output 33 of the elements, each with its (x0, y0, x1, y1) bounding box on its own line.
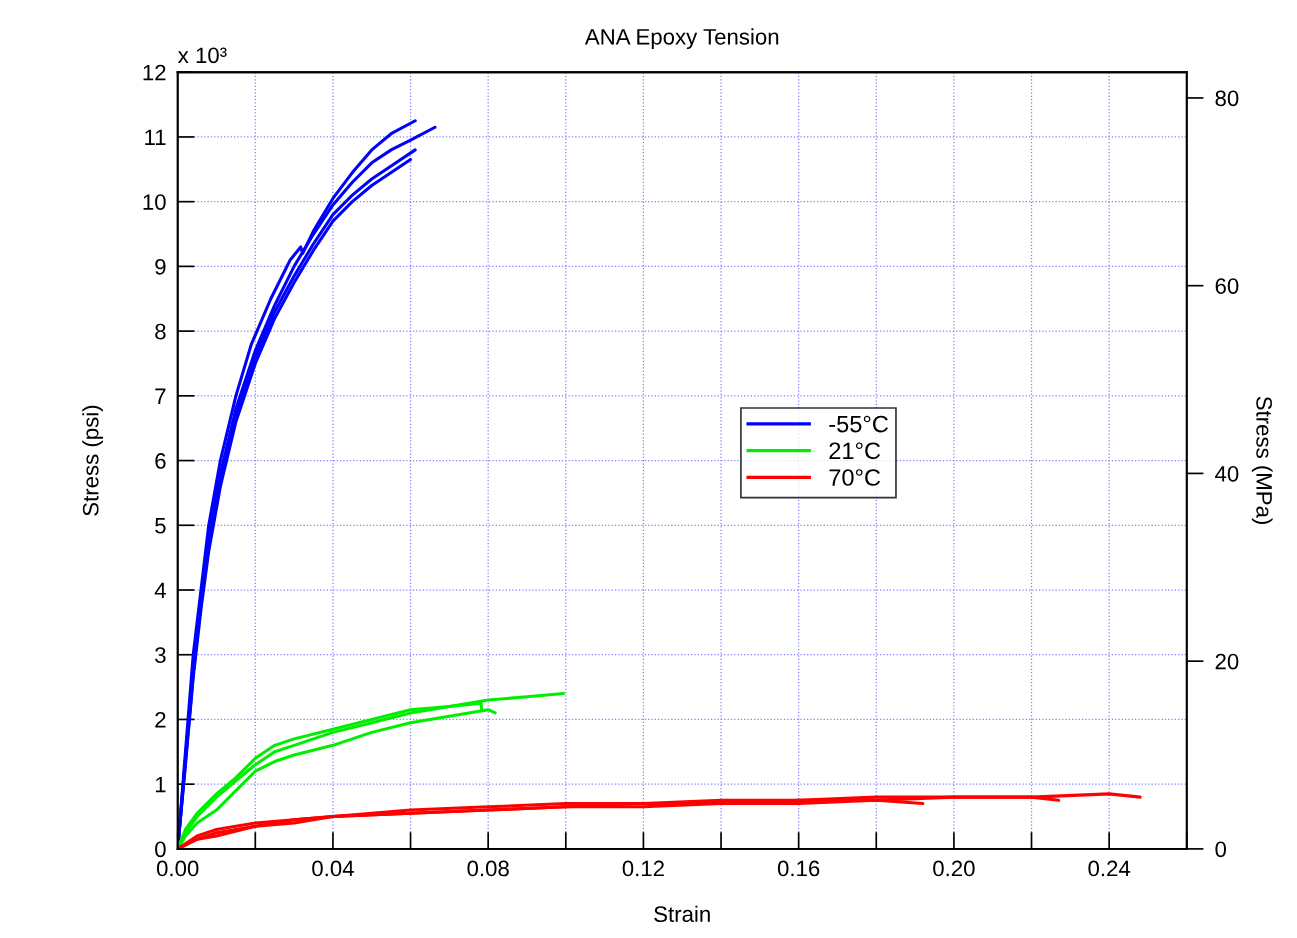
y-tick-label: 7 (155, 388, 166, 404)
y2-tick-label: 40 (1215, 465, 1239, 482)
y-tick-label: 3 (155, 647, 166, 663)
y2-tick-label: 80 (1215, 90, 1239, 107)
y-axis-title: Stress (psi) (82, 405, 103, 516)
y-tick-label: 10 (143, 194, 166, 210)
x-tick-label: 0.24 (1088, 860, 1131, 877)
x-tick-label: 0.12 (622, 860, 664, 877)
y-tick-label: 0 (155, 841, 166, 858)
y-tick-label: 11 (145, 129, 166, 145)
x-tick-label: 0.00 (156, 860, 199, 877)
legend-label: 70°C (829, 469, 881, 486)
x-axis-title: Strain (654, 905, 710, 923)
y-tick-label: 6 (155, 453, 166, 469)
legend-label: -55°C (829, 415, 888, 433)
chart-title: ANA Epoxy Tension (584, 28, 779, 50)
y-tick-label: 2 (155, 711, 166, 728)
y-tick-label: 5 (155, 518, 166, 534)
legend-label: 21°C (829, 442, 881, 460)
y2-tick-label: 20 (1215, 653, 1239, 670)
text: x 10³ (177, 47, 227, 64)
y-tick-label: 9 (155, 258, 166, 275)
y2-tick-label: 0 (1215, 841, 1227, 858)
y2-tick-label: 60 (1215, 278, 1239, 294)
x-tick-label: 0.08 (467, 860, 509, 877)
x-tick-label: 0.20 (933, 860, 975, 877)
y2-axis-title: Stress (MPa) (1251, 396, 1273, 524)
y-tick-label: 8 (155, 323, 166, 340)
x-tick-label: 0.04 (312, 860, 354, 877)
y-tick-label: 4 (154, 582, 166, 599)
y-tick-label: 12 (143, 64, 166, 81)
x-tick-label: 0.16 (777, 860, 820, 877)
y-tick-label: 1 (155, 776, 166, 793)
